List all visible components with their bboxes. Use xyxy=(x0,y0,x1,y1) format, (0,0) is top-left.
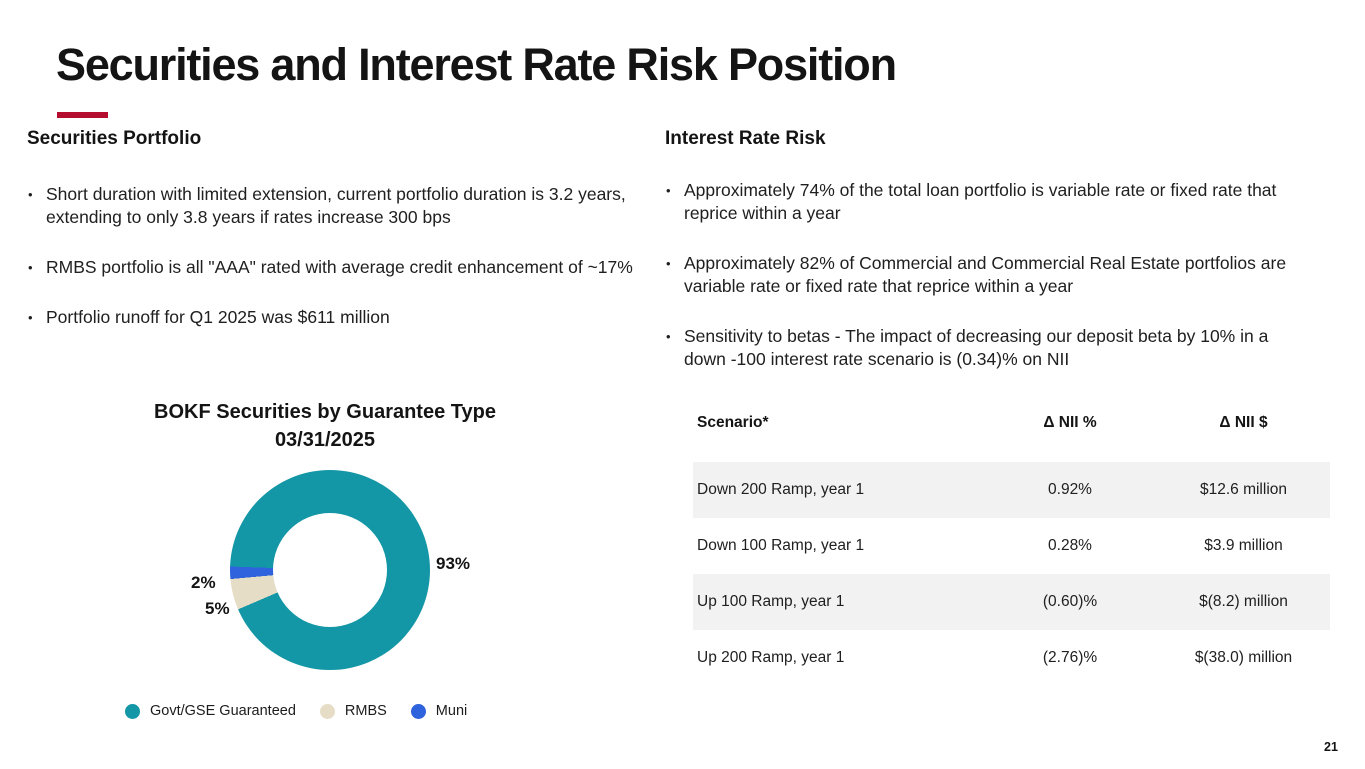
table-cell-nii-pct: 0.28% xyxy=(1048,537,1092,554)
page-number: 21 xyxy=(1324,740,1338,754)
bullet-item: Approximately 74% of the total loan port… xyxy=(665,179,1297,225)
bullet-item: RMBS portfolio is all "AAA" rated with a… xyxy=(27,256,651,279)
table-row: Up 100 Ramp, year 1 (0.60)% $(8.2) milli… xyxy=(693,574,1330,630)
securities-portfolio-bullet-list: Short duration with limited extension, c… xyxy=(27,183,651,356)
table-cell-scenario: Up 100 Ramp, year 1 xyxy=(697,593,845,610)
table-row: Down 100 Ramp, year 1 0.28% $3.9 million xyxy=(693,518,1330,574)
legend-item-muni: Muni xyxy=(410,703,468,719)
table-cell-nii-pct: (2.76)% xyxy=(1042,649,1098,666)
table-cell-nii-pct: (0.60)% xyxy=(1042,593,1098,610)
legend-item-govt-gse: Govt/GSE Guaranteed xyxy=(125,703,296,719)
table-cell-nii-dollar: $3.9 million xyxy=(1204,537,1283,554)
data-label-govt-gse: 93% xyxy=(436,554,471,573)
data-label-rmbs: 5% xyxy=(205,599,230,618)
legend-dot-muni-icon xyxy=(410,703,426,719)
chart-title: BOKF Securities by Guarantee Type xyxy=(154,401,496,423)
legend-dot-rmbs-icon xyxy=(319,703,335,719)
legend-dot-govt-gse-icon xyxy=(125,703,140,719)
section-heading-interest-rate-risk: Interest Rate Risk xyxy=(665,128,826,149)
data-label-muni: 2% xyxy=(191,573,216,592)
legend-label: RMBS xyxy=(344,703,387,719)
table-row: Up 200 Ramp, year 1 (2.76)% $(38.0) mill… xyxy=(693,630,1330,686)
title-accent-bar xyxy=(57,112,108,118)
bullet-item: Approximately 82% of Commercial and Comm… xyxy=(665,252,1297,298)
legend-item-rmbs: RMBS xyxy=(319,703,387,719)
table-cell-nii-dollar: $(38.0) million xyxy=(1194,649,1293,666)
table-cell-nii-dollar: $12.6 million xyxy=(1199,481,1288,498)
table-cell-scenario: Down 100 Ramp, year 1 xyxy=(697,537,865,554)
scenario-table: Scenario* Δ NII % Δ NII $ Down 200 Ramp,… xyxy=(693,405,1330,686)
legend-label: Muni xyxy=(435,703,468,719)
column-header-delta-nii-pct: Δ NII % xyxy=(1043,414,1097,431)
table-cell-scenario: Up 200 Ramp, year 1 xyxy=(697,649,845,666)
chart-subtitle: 03/31/2025 xyxy=(274,429,376,451)
column-header-delta-nii-dollar: Δ NII $ xyxy=(1219,414,1268,431)
table-cell-scenario: Down 200 Ramp, year 1 xyxy=(697,481,865,498)
legend-label: Govt/GSE Guaranteed xyxy=(150,703,296,719)
donut-chart-hole xyxy=(273,513,387,627)
bullet-item: Portfolio runoff for Q1 2025 was $611 mi… xyxy=(27,306,651,329)
bullet-item: Short duration with limited extension, c… xyxy=(27,183,651,229)
section-heading-securities-portfolio: Securities Portfolio xyxy=(27,128,202,149)
table-cell-nii-dollar: $(8.2) million xyxy=(1199,593,1288,610)
table-header-row: Scenario* Δ NII % Δ NII $ xyxy=(693,405,1330,462)
table-cell-nii-pct: 0.92% xyxy=(1048,481,1092,498)
bullet-item: Sensitivity to betas - The impact of dec… xyxy=(665,325,1297,371)
chart-legend: Govt/GSE Guaranteed RMBS Muni xyxy=(125,703,467,719)
interest-rate-risk-bullet-list: Approximately 74% of the total loan port… xyxy=(665,179,1297,398)
table-row: Down 200 Ramp, year 1 0.92% $12.6 millio… xyxy=(693,462,1330,518)
column-header-scenario: Scenario* xyxy=(697,414,769,431)
chart-title-block: BOKF Securities by Guarantee Type 03/31/… xyxy=(110,398,540,454)
page-title: Securities and Interest Rate Risk Positi… xyxy=(56,39,897,90)
